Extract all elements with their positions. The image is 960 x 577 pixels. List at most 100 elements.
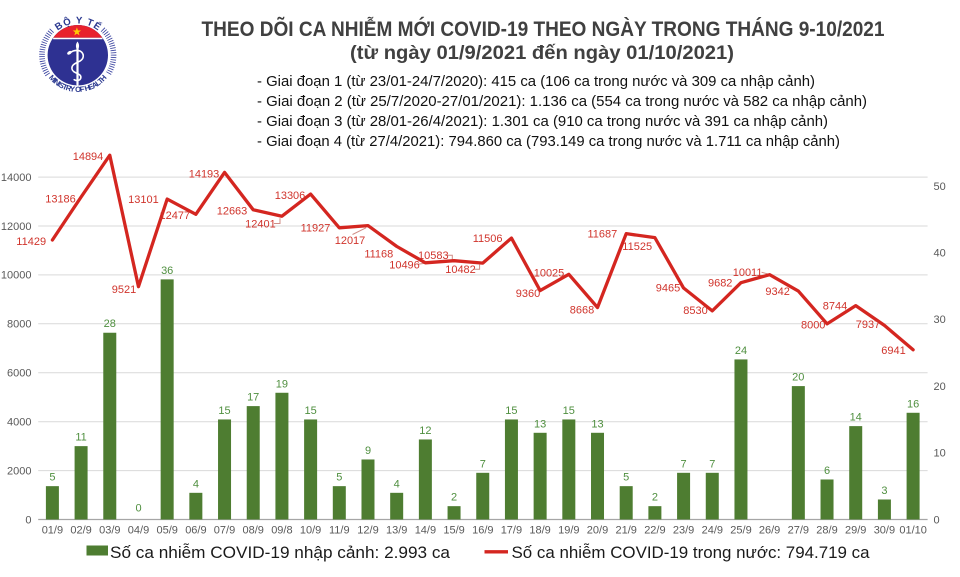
svg-text:23/9: 23/9 xyxy=(673,525,694,537)
svg-text:30/9: 30/9 xyxy=(874,525,895,537)
svg-text:T: T xyxy=(96,76,106,86)
svg-text:13: 13 xyxy=(591,418,603,430)
svg-text:19/9: 19/9 xyxy=(558,525,579,537)
svg-text:2000: 2000 xyxy=(7,465,31,477)
svg-text:T: T xyxy=(61,82,69,92)
svg-text:20: 20 xyxy=(934,381,946,393)
svg-text:4: 4 xyxy=(193,478,199,490)
svg-text:N: N xyxy=(52,77,62,87)
svg-text:Y: Y xyxy=(76,15,83,26)
svg-text:22/9: 22/9 xyxy=(644,525,665,537)
svg-text:S: S xyxy=(57,80,66,90)
svg-text:28/9: 28/9 xyxy=(816,525,837,537)
svg-text:28: 28 xyxy=(104,318,116,330)
svg-text:Ộ: Ộ xyxy=(62,15,73,29)
svg-text:8530: 8530 xyxy=(683,305,707,317)
svg-text:9342: 9342 xyxy=(765,286,789,298)
svg-text:0: 0 xyxy=(25,514,31,526)
svg-text:16/9: 16/9 xyxy=(472,525,493,537)
svg-text:20/9: 20/9 xyxy=(587,525,608,537)
svg-text:07/9: 07/9 xyxy=(214,525,235,537)
svg-text:10/9: 10/9 xyxy=(300,525,321,537)
svg-text:20: 20 xyxy=(792,372,804,384)
svg-text:7: 7 xyxy=(709,458,715,470)
svg-text:15: 15 xyxy=(563,405,575,417)
svg-text:10583: 10583 xyxy=(418,250,449,262)
svg-text:26/9: 26/9 xyxy=(759,525,780,537)
svg-text:6000: 6000 xyxy=(7,368,31,380)
svg-text:25/9: 25/9 xyxy=(730,525,751,537)
svg-text:10482: 10482 xyxy=(445,264,476,276)
svg-text:4: 4 xyxy=(394,478,400,490)
svg-text:9465: 9465 xyxy=(656,282,680,294)
svg-text:4000: 4000 xyxy=(7,417,31,429)
svg-text:13306: 13306 xyxy=(275,190,306,202)
svg-text:05/9: 05/9 xyxy=(156,525,177,537)
svg-text:9682: 9682 xyxy=(708,278,732,290)
svg-text:3: 3 xyxy=(881,485,887,497)
svg-text:E: E xyxy=(87,82,95,92)
svg-text:Ế: Ế xyxy=(91,20,103,33)
svg-text:14193: 14193 xyxy=(189,168,220,180)
svg-text:10000: 10000 xyxy=(1,270,32,282)
svg-text:8000: 8000 xyxy=(7,319,31,331)
svg-text:24: 24 xyxy=(735,345,747,357)
svg-text:15: 15 xyxy=(505,405,517,417)
svg-text:09/8: 09/8 xyxy=(271,525,292,537)
svg-text:17/9: 17/9 xyxy=(501,525,522,537)
svg-text:7: 7 xyxy=(681,458,687,470)
svg-text:30: 30 xyxy=(934,314,946,326)
svg-text:13101: 13101 xyxy=(128,194,159,206)
svg-text:06/9: 06/9 xyxy=(185,525,206,537)
svg-text:15/9: 15/9 xyxy=(443,525,464,537)
svg-text:I: I xyxy=(56,80,63,89)
svg-text:A: A xyxy=(90,80,100,91)
svg-text:Y: Y xyxy=(69,84,75,94)
svg-text:12401: 12401 xyxy=(245,219,276,231)
svg-text:2: 2 xyxy=(451,492,457,504)
svg-text:I: I xyxy=(51,77,59,85)
svg-text:11/9: 11/9 xyxy=(329,525,350,537)
svg-text:Số ca nhiễm COVID-19 trong nướ: Số ca nhiễm COVID-19 trong nước: 794.719… xyxy=(512,543,871,562)
svg-text:10011: 10011 xyxy=(733,267,763,279)
svg-text:11927: 11927 xyxy=(301,223,331,235)
svg-text:- Giai đoạn 3 (từ 28/01-26/4/2: - Giai đoạn 3 (từ 28/01-26/4/2021): 1.30… xyxy=(257,113,828,130)
svg-text:36: 36 xyxy=(161,265,173,277)
svg-text:11: 11 xyxy=(75,432,86,444)
svg-text:13: 13 xyxy=(534,418,546,430)
svg-text:0: 0 xyxy=(135,503,141,515)
svg-text:40: 40 xyxy=(934,248,946,260)
svg-text:T: T xyxy=(85,17,95,29)
svg-text:5: 5 xyxy=(623,472,629,484)
svg-text:9360: 9360 xyxy=(516,288,540,300)
svg-text:01/10: 01/10 xyxy=(899,525,927,537)
svg-text:15: 15 xyxy=(304,405,316,417)
svg-text:13186: 13186 xyxy=(45,193,76,205)
svg-text:7937: 7937 xyxy=(856,319,880,331)
svg-text:14000: 14000 xyxy=(1,172,32,184)
svg-text:16: 16 xyxy=(907,398,919,410)
svg-text:03/9: 03/9 xyxy=(99,525,120,537)
svg-text:14/9: 14/9 xyxy=(415,525,436,537)
svg-text:6: 6 xyxy=(824,465,830,477)
svg-text:11687: 11687 xyxy=(588,229,618,241)
svg-text:12/9: 12/9 xyxy=(357,525,378,537)
svg-text:15: 15 xyxy=(218,405,230,417)
svg-text:02/9: 02/9 xyxy=(70,525,91,537)
svg-text:5: 5 xyxy=(49,472,55,484)
svg-text:13/9: 13/9 xyxy=(386,525,407,537)
svg-text:Số ca nhiễm COVID-19 nhập cảnh: Số ca nhiễm COVID-19 nhập cảnh: 2.993 ca xyxy=(110,543,451,562)
svg-text:14894: 14894 xyxy=(73,151,104,163)
svg-text:12663: 12663 xyxy=(217,206,248,218)
svg-text:27/9: 27/9 xyxy=(788,525,809,537)
svg-text:9521: 9521 xyxy=(112,284,136,296)
svg-text:19: 19 xyxy=(276,378,288,390)
svg-text:8000: 8000 xyxy=(801,319,825,331)
svg-text:10496: 10496 xyxy=(389,260,420,272)
svg-text:H: H xyxy=(83,83,91,93)
svg-text:8744: 8744 xyxy=(823,301,847,313)
svg-text:9: 9 xyxy=(365,445,371,457)
svg-text:10025: 10025 xyxy=(534,267,565,279)
svg-text:01/9: 01/9 xyxy=(42,525,63,537)
svg-text:11429: 11429 xyxy=(16,236,46,248)
